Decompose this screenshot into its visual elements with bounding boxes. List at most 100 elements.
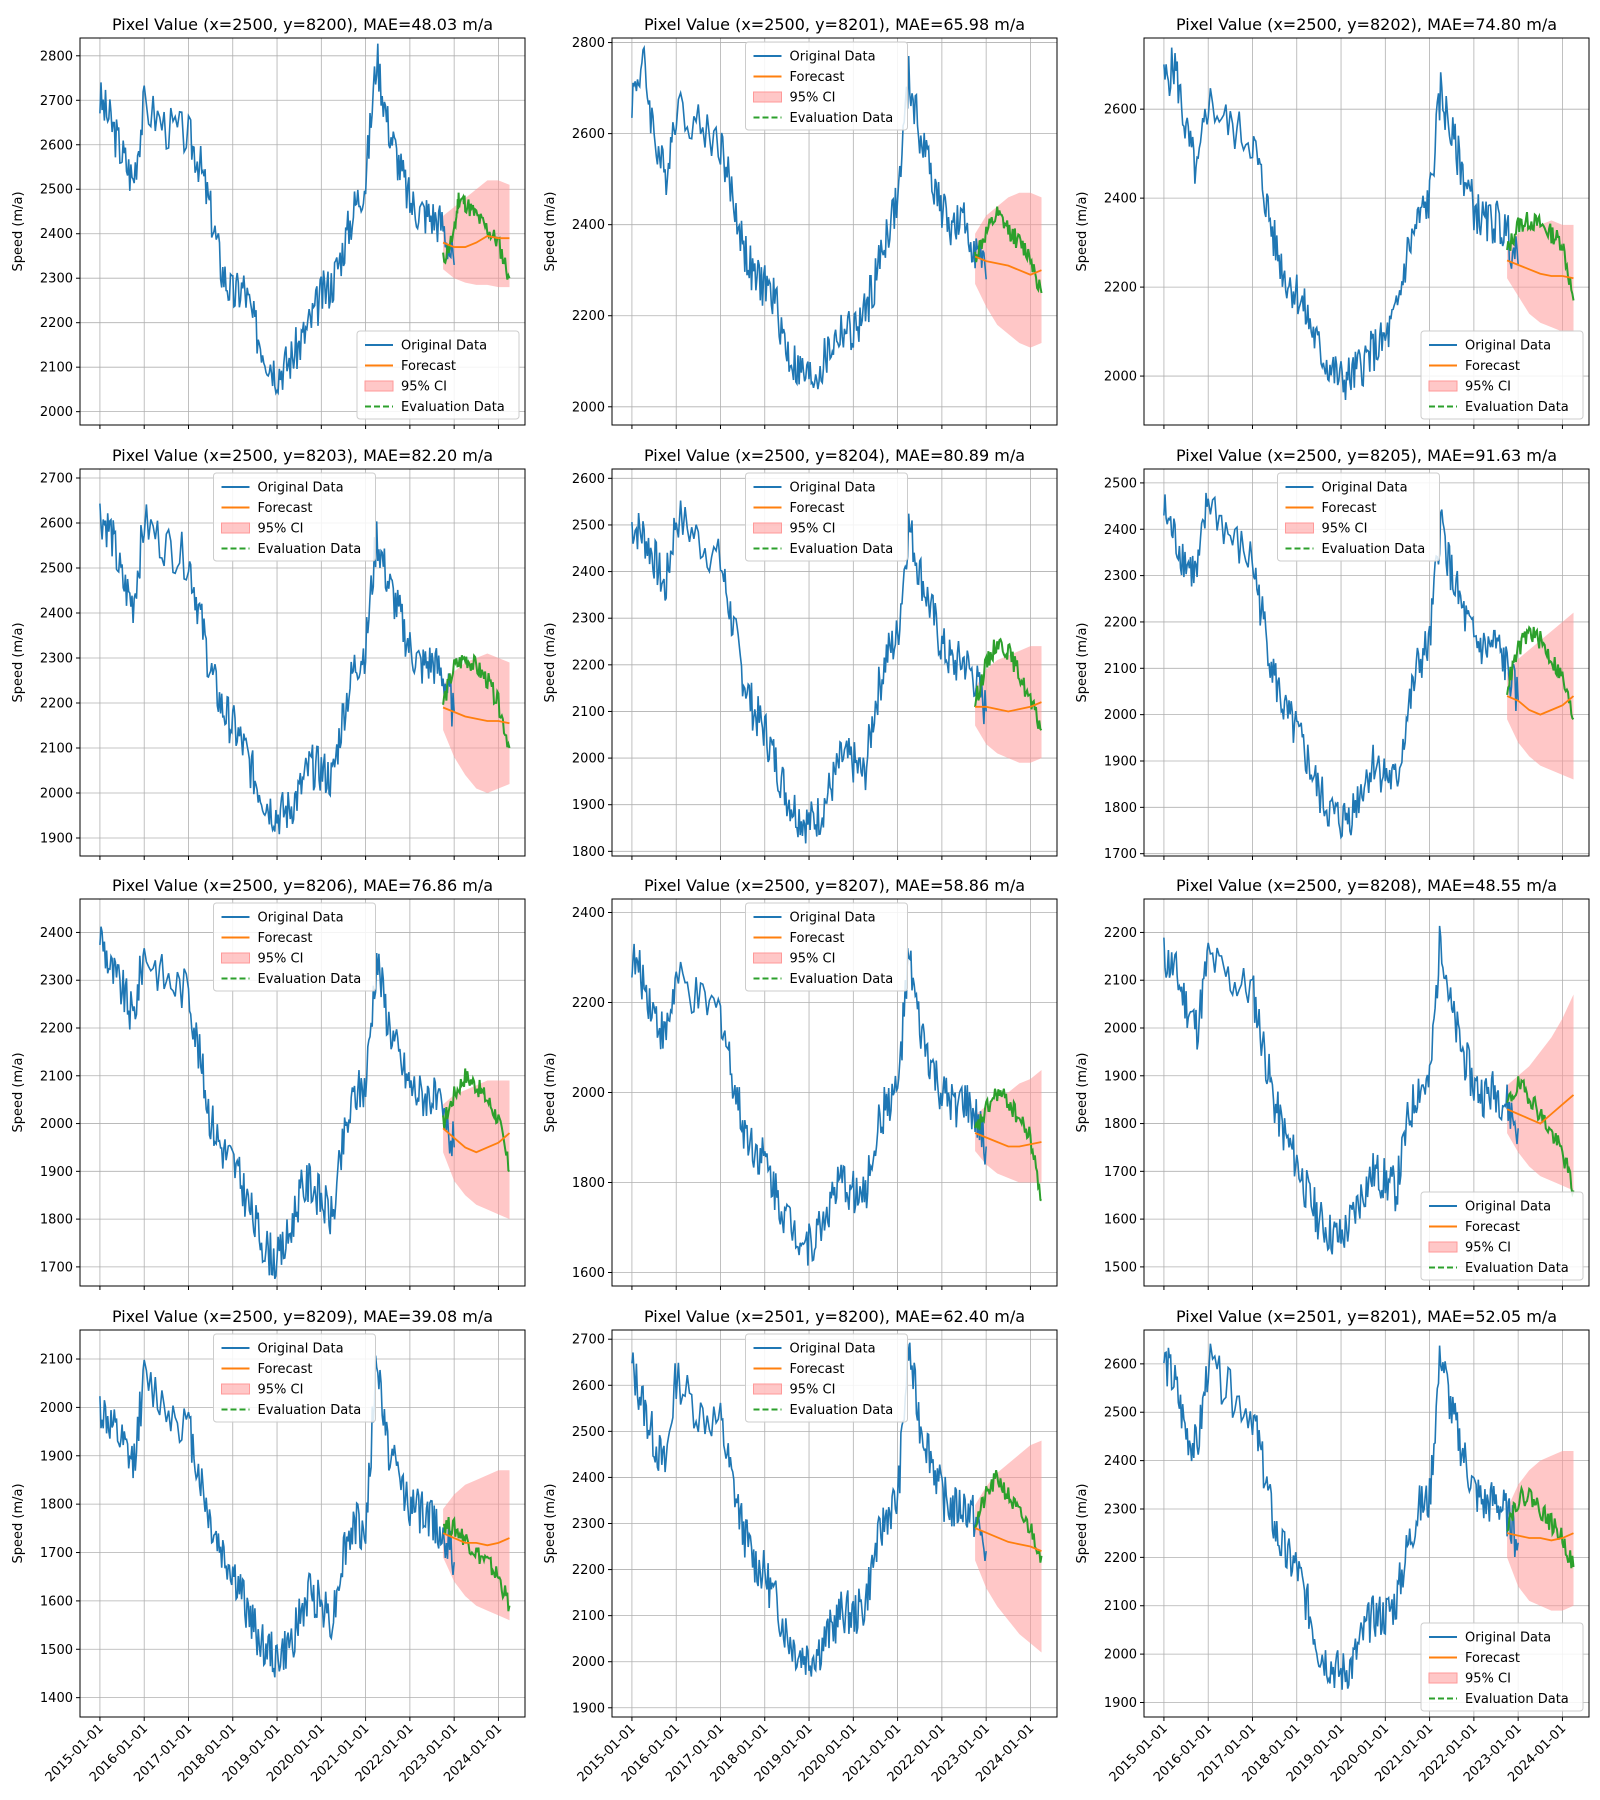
y-tick-label: 2100 — [1104, 1599, 1137, 1614]
axes-frame — [79, 37, 526, 426]
plot-area — [99, 503, 511, 835]
y-tick-label: 2100 — [40, 742, 73, 757]
legend-ci-swatch — [1428, 1241, 1458, 1253]
legend-box — [213, 1333, 376, 1423]
legend-original-label: Original Data — [258, 481, 344, 496]
legend: Original Data Forecast 95% CI Evaluation Da… — [745, 902, 908, 992]
evaluation-data-line — [974, 637, 1043, 731]
y-tick-label: 1900 — [572, 1701, 605, 1716]
legend-evaluation-label: Evaluation Data — [1465, 1692, 1569, 1707]
legend-ci-swatch — [753, 91, 782, 103]
original-data-line — [1163, 492, 1519, 840]
legend-box — [1420, 1622, 1584, 1712]
y-tick-label: 1700 — [40, 1260, 73, 1275]
subplot-11: 1900200021002200230024002500260027002015… — [543, 1307, 1058, 1785]
subplot-title: Pixel Value (x=2500, y=8200), MAE=48.03 … — [112, 15, 493, 34]
axes-frame — [79, 898, 526, 1287]
legend-original-label: Original Data — [790, 481, 876, 496]
y-tick-label: 2500 — [40, 183, 73, 198]
y-tick-label: 1800 — [1104, 801, 1137, 816]
legend-original-label: Original Data — [790, 1342, 876, 1357]
legend-forecast-label: Forecast — [258, 501, 313, 516]
subplot-12: 190020002100220023002400250026002015-01-… — [1075, 1307, 1590, 1785]
y-tick-label: 2300 — [40, 272, 73, 287]
subplot-6: 1700 1800 1900 2000 2100 2200 2300 2400 2500 Pixe… — [1075, 446, 1590, 862]
legend: Original Data Forecast 95% CI Evaluation Da… — [213, 1333, 376, 1423]
plot-area — [631, 500, 1043, 844]
plot-area — [1163, 925, 1575, 1255]
legend-ci-label: 95% CI — [258, 522, 304, 537]
y-tick-label: 1800 — [572, 845, 605, 860]
legend-ci-swatch — [753, 952, 782, 964]
forecast-line — [1506, 1094, 1575, 1125]
legend-box — [213, 472, 376, 562]
y-tick-label: 2000 — [40, 1117, 73, 1132]
y-tick-label: 1600 — [40, 1594, 73, 1609]
y-tick-label: 2100 — [572, 705, 605, 720]
legend-evaluation-label: Evaluation Data — [790, 1403, 894, 1418]
subplot-title: Pixel Value (x=2500, y=8209), MAE=39.08 … — [112, 1307, 493, 1326]
subplot-title: Pixel Value (x=2500, y=8208), MAE=48.55 … — [1176, 876, 1557, 895]
evaluation-data-line — [442, 653, 511, 749]
y-axis-label: Speed (m/a) — [1075, 622, 1090, 702]
legend-original-label: Original Data — [790, 911, 876, 926]
subplot-2: 2000 2200 2400 2600 2800 Pixel Value (x=2500,… — [543, 15, 1058, 429]
legend-box — [213, 902, 376, 992]
y-tick-label: 1500 — [40, 1643, 73, 1658]
forecast-line — [1506, 695, 1575, 716]
legend-box — [1277, 472, 1440, 562]
y-tick-label: 1600 — [1104, 1213, 1137, 1228]
y-tick-label: 2500 — [40, 562, 73, 577]
forecast-line — [442, 1127, 511, 1154]
y-tick-label: 2200 — [1104, 615, 1137, 630]
original-data-line — [631, 943, 987, 1266]
y-axis-label: Speed (m/a) — [1075, 1052, 1090, 1132]
y-tick-label: 2200 — [1104, 926, 1137, 941]
legend-original-label: Original Data — [1465, 1200, 1551, 1215]
forecast-line — [1506, 259, 1574, 280]
y-tick-label: 2800 — [572, 36, 605, 51]
legend-original-label: Original Data — [1465, 339, 1551, 354]
legend-forecast-label: Forecast — [258, 1362, 313, 1377]
y-tick-label: 2500 — [1104, 476, 1137, 491]
plot-area — [99, 43, 511, 396]
legend-ci-label: 95% CI — [1465, 1672, 1511, 1687]
y-tick-label: 2400 — [40, 227, 73, 242]
plot-area — [99, 1355, 511, 1678]
subplot-title: Pixel Value (x=2500, y=8203), MAE=82.20 … — [112, 446, 493, 465]
y-tick-label: 2200 — [572, 658, 605, 673]
legend-ci-swatch — [221, 1383, 250, 1395]
y-axis-label: Speed (m/a) — [1075, 1483, 1090, 1563]
y-tick-label: 1600 — [572, 1266, 605, 1281]
y-tick-label: 2400 — [1104, 1454, 1137, 1469]
legend-forecast-label: Forecast — [1322, 501, 1377, 516]
y-tick-label: 2400 — [572, 1471, 605, 1486]
y-tick-label: 2000 — [572, 1086, 605, 1101]
y-tick-label: 2200 — [572, 996, 605, 1011]
legend-ci-label: 95% CI — [790, 1383, 836, 1398]
y-tick-label: 2100 — [572, 1609, 605, 1624]
subplot-title: Pixel Value (x=2501, y=8200), MAE=62.40 … — [644, 1307, 1025, 1326]
y-tick-label: 2600 — [1104, 103, 1137, 118]
y-axis-label: Speed (m/a) — [11, 1052, 26, 1132]
legend-ci-label: 95% CI — [1465, 1241, 1511, 1256]
forecast-line — [975, 701, 1042, 713]
legend-ci-label: 95% CI — [790, 91, 836, 106]
legend-ci-label: 95% CI — [790, 522, 836, 537]
legend-evaluation-label: Evaluation Data — [258, 972, 362, 987]
legend-original-label: Original Data — [258, 1342, 344, 1357]
legend-original-label: Original Data — [1465, 1631, 1551, 1646]
original-data-line — [99, 503, 455, 835]
evaluation-data-line — [974, 1469, 1043, 1563]
axes-frame — [79, 1329, 526, 1718]
y-tick-label: 2600 — [40, 517, 73, 532]
y-tick-label: 2400 — [572, 565, 605, 580]
axes-frame — [1143, 1329, 1590, 1718]
ci-band — [1507, 1450, 1574, 1611]
y-tick-label: 2000 — [1104, 708, 1137, 723]
legend: Original Data Forecast 95% CI Evaluation Da… — [745, 41, 908, 131]
y-tick-label: 2600 — [572, 472, 605, 487]
evaluation-data-line — [974, 1088, 1042, 1202]
legend-ci-label: 95% CI — [258, 952, 304, 967]
subplot-title: Pixel Value (x=2500, y=8201), MAE=65.98 … — [644, 15, 1025, 34]
